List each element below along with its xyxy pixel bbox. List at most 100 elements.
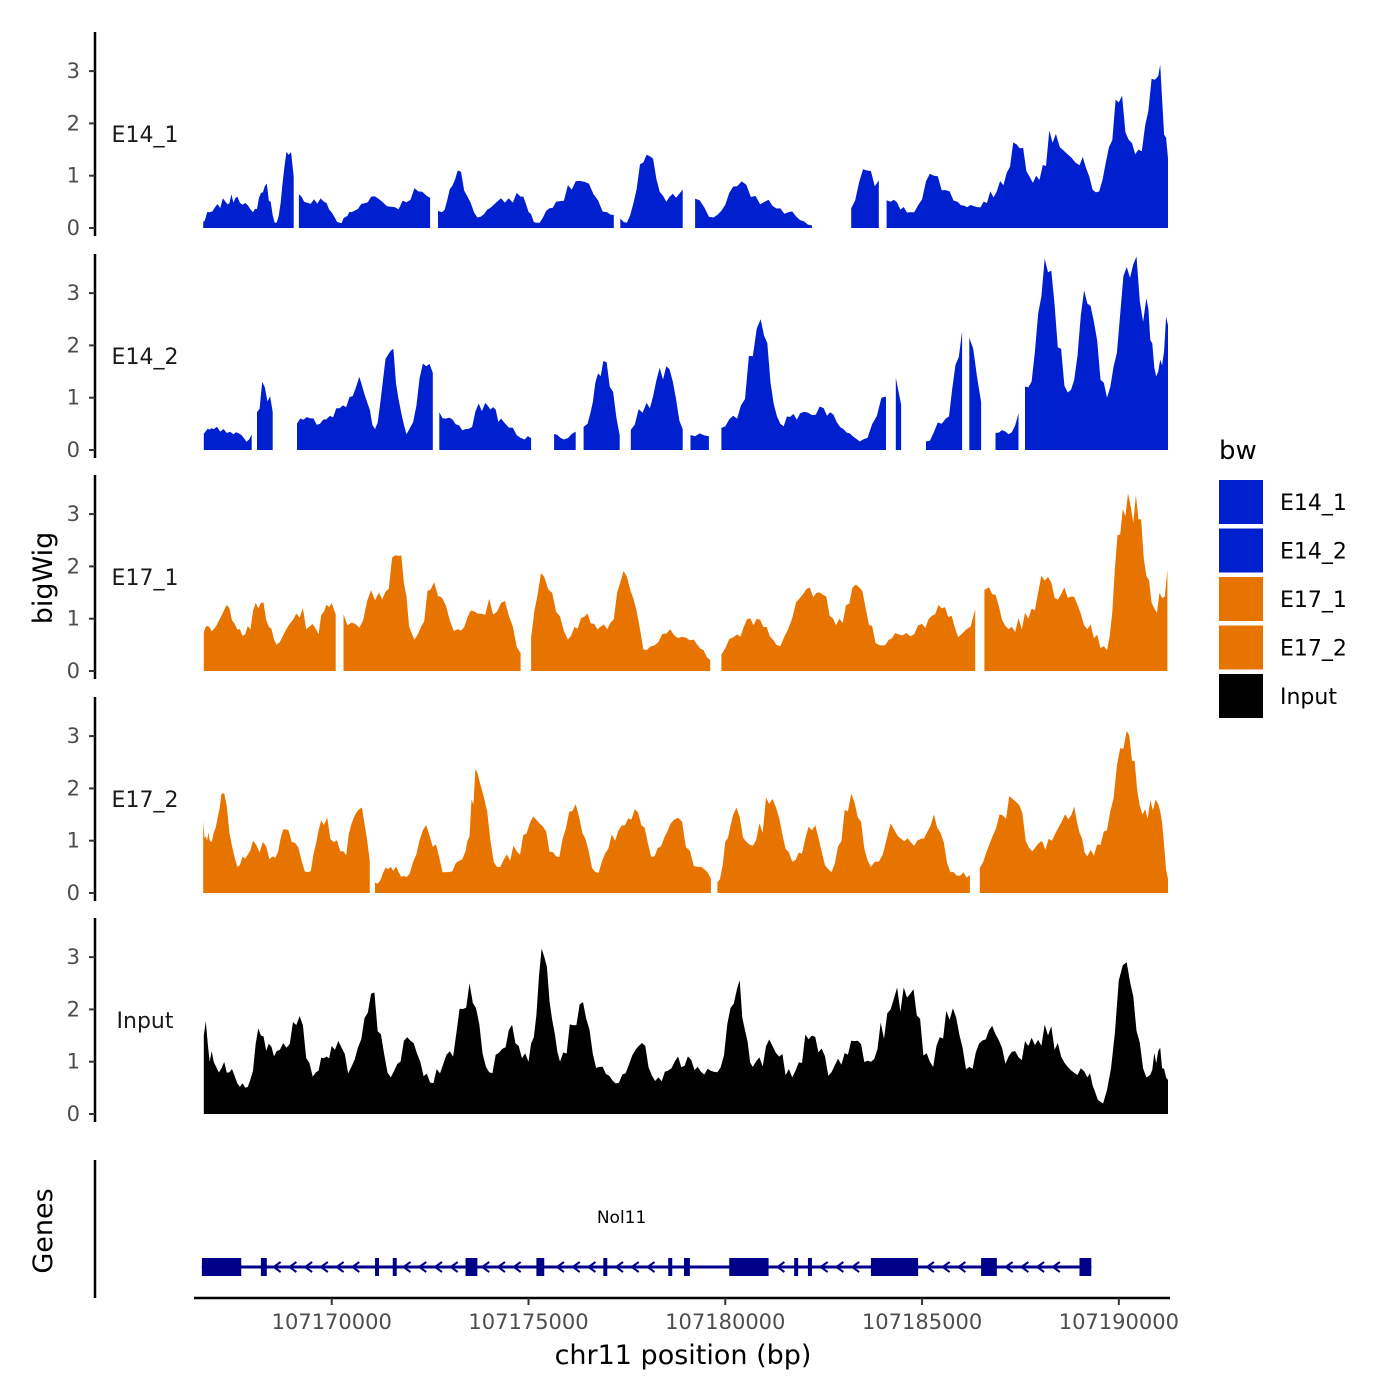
- y-axis-title: bigWig: [28, 532, 59, 625]
- coverage-area: [438, 170, 614, 228]
- legend: E14_1 E14_2 E17_1 E17_2 Input: [1219, 480, 1347, 718]
- strand-arrow: [303, 1261, 313, 1273]
- track-label: E14_2: [112, 345, 179, 370]
- track-e17-2: 0 1 2 3 E17_2: [67, 697, 1168, 905]
- strand-arrow: [614, 1261, 624, 1273]
- strand-arrow: [449, 1261, 459, 1273]
- y-tick-label: 2: [67, 776, 80, 800]
- coverage-area: [886, 64, 1168, 228]
- y-tick-label: 2: [67, 333, 80, 357]
- strand-arrow: [571, 1261, 581, 1273]
- strand-arrow: [319, 1261, 329, 1273]
- coverage-area: [343, 555, 521, 671]
- gene-name-label: Nol11: [597, 1208, 646, 1228]
- x-tick-label: 107170000: [272, 1310, 392, 1334]
- coverage-area: [203, 602, 336, 671]
- track-label: E17_1: [112, 566, 179, 591]
- y-tick-label: 2: [67, 111, 80, 135]
- coverage-area: [926, 331, 963, 450]
- coverage-area: [979, 730, 1168, 893]
- strand-arrow: [956, 1261, 967, 1273]
- y-tick-label: 3: [67, 945, 80, 969]
- legend-label: E17_2: [1280, 637, 1347, 662]
- y-tick-label: 3: [67, 502, 80, 526]
- strand-arrow: [555, 1261, 565, 1273]
- exon: [392, 1258, 397, 1276]
- strand-arrow: [511, 1261, 522, 1273]
- y-tick-label: 1: [67, 829, 80, 853]
- exon: [981, 1258, 997, 1276]
- strand-arrow: [940, 1261, 951, 1273]
- coverage-area: [439, 402, 532, 450]
- strand-arrow: [1035, 1261, 1045, 1273]
- strand-arrow: [480, 1261, 490, 1273]
- strand-arrow: [496, 1261, 506, 1273]
- strand-arrow: [925, 1261, 935, 1273]
- exon: [536, 1258, 545, 1276]
- gene-panel-title: Genes: [28, 1188, 59, 1273]
- exon: [1079, 1258, 1092, 1276]
- strand-arrow: [850, 1261, 860, 1273]
- track-e14-1: 0 1 2 3 E14_1: [67, 32, 1168, 240]
- coverage-tracks: 0 1 2 3 E14_1 0 1 2 3 E14_2 0 1 2 3 E17_1 0 1 2 3 E17_2 0 1 2 3…: [67, 32, 1169, 1126]
- legend-swatch: [1219, 480, 1263, 524]
- coverage-area: [531, 571, 711, 671]
- legend-title: bw: [1219, 436, 1257, 466]
- y-tick-label: 0: [67, 438, 80, 462]
- strand-arrow: [401, 1261, 412, 1273]
- track-e17-1: 0 1 2 3 E17_1: [67, 475, 1168, 683]
- coverage-area: [717, 793, 970, 893]
- x-tick-label: 107180000: [665, 1310, 785, 1334]
- coverage-area: [984, 493, 1168, 671]
- y-tick-label: 0: [67, 1102, 80, 1126]
- x-axis-title: chr11 position (bp): [555, 1340, 812, 1371]
- coverage-area: [583, 361, 620, 450]
- exon: [668, 1258, 673, 1276]
- coverage-area: [375, 769, 711, 893]
- strand-arrow: [775, 1261, 785, 1273]
- y-tick-label: 1: [67, 164, 80, 188]
- track-e14-2: 0 1 2 3 E14_2: [67, 254, 1168, 462]
- coverage-area: [257, 381, 273, 450]
- strand-arrow: [586, 1261, 597, 1273]
- exon: [794, 1258, 799, 1276]
- coverage-area: [630, 366, 683, 450]
- legend-swatch: [1219, 674, 1263, 718]
- y-tick-label: 3: [67, 59, 80, 83]
- legend-label: Input: [1280, 685, 1337, 710]
- y-tick-label: 1: [67, 1050, 80, 1074]
- strand-arrow: [834, 1261, 845, 1273]
- y-tick-label: 1: [67, 386, 80, 410]
- track-label: Input: [117, 1009, 174, 1034]
- strand-arrow: [645, 1261, 656, 1273]
- strand-arrow: [417, 1261, 427, 1273]
- y-tick-label: 2: [67, 554, 80, 578]
- x-tick-label: 107175000: [468, 1310, 588, 1334]
- strand-arrow: [287, 1261, 297, 1273]
- gene-panel: Nol11: [93, 1160, 1092, 1298]
- x-tick-label: 107185000: [862, 1310, 982, 1334]
- exon: [201, 1258, 242, 1276]
- strand-arrow: [271, 1261, 282, 1273]
- strand-arrow: [630, 1261, 640, 1273]
- track-label: E14_1: [112, 123, 179, 148]
- exon: [807, 1258, 812, 1276]
- strand-arrow: [433, 1261, 443, 1273]
- legend-swatch: [1219, 625, 1263, 670]
- y-tick-label: 3: [67, 724, 80, 748]
- x-axis: 107170000 107175000 107180000 107185000 1071…: [194, 1296, 1179, 1334]
- x-tick-label: 107190000: [1059, 1310, 1179, 1334]
- strand-arrow: [350, 1261, 360, 1273]
- legend-swatch: [1219, 528, 1263, 573]
- strand-arrow: [818, 1261, 829, 1273]
- y-tick-label: 2: [67, 997, 80, 1021]
- coverage-area: [969, 337, 982, 450]
- coverage-area: [298, 188, 431, 228]
- coverage-area: [721, 584, 976, 671]
- track-label: E17_2: [112, 788, 179, 813]
- coverage-area: [721, 319, 886, 450]
- coverage-area: [203, 426, 252, 450]
- y-tick-label: 0: [67, 659, 80, 683]
- coverage-area: [895, 377, 902, 450]
